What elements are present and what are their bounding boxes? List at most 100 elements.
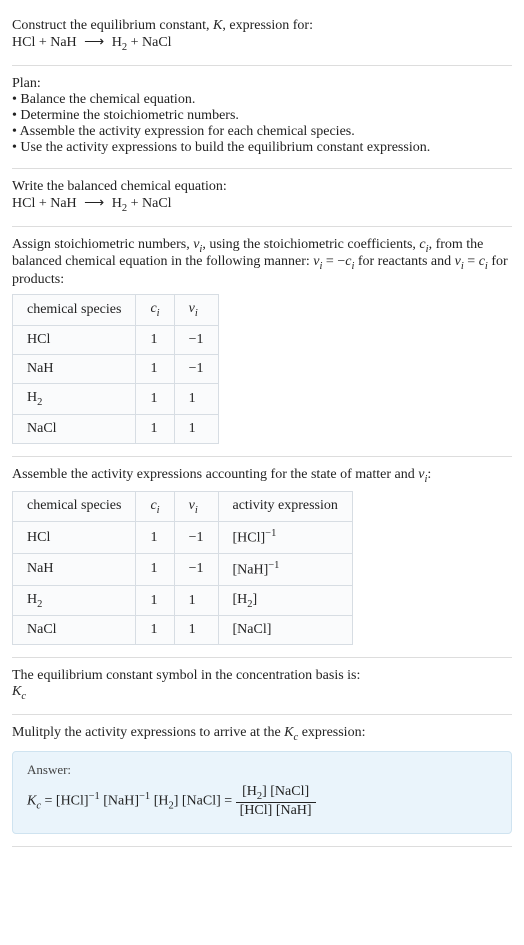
cell-c: 1 [136,616,174,645]
cell-h2: H [27,592,37,607]
cell-v: −1 [174,554,218,586]
stoich-table: chemical species ci νi HCl 1 −1 NaH 1 −1… [12,294,219,444]
balanced-title: Write the balanced chemical equation: [12,179,512,195]
st-p1b: , using the stoichiometric coefficients, [202,237,419,252]
table-row: HCl 1 −1 [13,325,219,354]
num-a: [H [242,784,257,799]
ans-m2: [H [150,794,168,809]
table-row: NaH 1 −1 [NaH]−1 [13,554,353,586]
cell-c: 1 [136,325,174,354]
cell-v: 1 [174,383,218,414]
activity-section: Assemble the activity expressions accoun… [12,457,512,659]
col-nui: νi [174,491,218,522]
answer-section: Mulitply the activity expressions to arr… [12,715,512,847]
col-ci: ci [136,295,174,326]
cell-species: HCl [13,325,136,354]
question-equation: HCl + NaH ⟶ H2 + NaCl [12,34,512,53]
activity-paragraph: Assemble the activity expressions accoun… [12,467,512,485]
frac-den: [HCl] [NaH] [236,803,316,819]
col-nui: νi [174,295,218,326]
table-row: NaH 1 −1 [13,354,219,383]
kc-K: K [12,684,21,699]
act-sup: −1 [265,528,276,539]
ci-sub: i [157,504,160,515]
act-p1a: Assemble the activity expressions accoun… [12,467,418,482]
st-p1a: Assign stoichiometric numbers, [12,237,193,252]
table-header-row: chemical species ci νi activity expressi… [13,491,353,522]
cell-species: NaCl [13,414,136,443]
plan-item-2: • Determine the stoichiometric numbers. [12,108,512,124]
cell-species: H2 [13,383,136,414]
ans-eq: = [HCl] [41,794,89,809]
mul-b: expression: [298,725,365,740]
act-close: ] [253,592,258,607]
q-line1: Construct the equilibrium constant, [12,18,213,33]
table-header-row: chemical species ci νi [13,295,219,326]
table-row: H2 1 1 [H2] [13,585,353,616]
kc-sub: c [21,691,26,702]
cell-species: HCl [13,522,136,554]
kc-line: The equilibrium constant symbol in the c… [12,668,512,684]
reaction-arrow-icon: ⟶ [80,34,108,51]
answer-box: Answer: Kc = [HCl]−1 [NaH]−1 [H2] [NaCl]… [12,751,512,834]
table-row: NaCl 1 1 [NaCl] [13,616,353,645]
q-eq-h2: H [112,35,122,50]
nui-sub: i [195,308,198,319]
col-ci: ci [136,491,174,522]
num-b: ] [NaCl] [262,784,309,799]
q-eq-rest: + NaCl [127,35,171,50]
col-activity: activity expression [218,491,352,522]
q-K: K [213,18,222,33]
mul-a: Mulitply the activity expressions to arr… [12,725,284,740]
cell-c: 1 [136,554,174,586]
cell-c: 1 [136,585,174,616]
kc-symbol-section: The equilibrium constant symbol in the c… [12,658,512,715]
cell-c: 1 [136,383,174,414]
cell-v: −1 [174,325,218,354]
cell-species: NaH [13,554,136,586]
mul-K: K [284,725,293,740]
plan-section: Plan: • Balance the chemical equation. •… [12,66,512,169]
cell-species: NaH [13,354,136,383]
ans-sup1: −1 [89,791,100,802]
activity-table: chemical species ci νi activity expressi… [12,491,353,646]
table-row: H2 1 1 [13,383,219,414]
q-eq-lhs: HCl + NaH [12,35,77,50]
st-eq1-eq: = − [322,254,345,269]
cell-v: −1 [174,354,218,383]
cell-h2-sub: 2 [37,397,42,408]
reaction-arrow-icon: ⟶ [80,195,108,212]
ci-sub: i [157,308,160,319]
kc-symbol: Kc [12,684,512,702]
answer-fraction: [H2] [NaCl][HCl] [NaH] [236,784,316,819]
ans-m3: ] [NaCl] = [174,794,236,809]
stoich-paragraph: Assign stoichiometric numbers, νi, using… [12,237,512,289]
act-base: [H [233,592,248,607]
balanced-equation: HCl + NaH ⟶ H2 + NaCl [12,195,512,214]
answer-label: Answer: [27,762,497,778]
cell-h2-sub: 2 [37,598,42,609]
plan-item-3: • Assemble the activity expression for e… [12,124,512,140]
cell-species: NaCl [13,616,136,645]
cell-v: −1 [174,522,218,554]
plan-item-4: • Use the activity expressions to build … [12,140,512,156]
frac-num: [H2] [NaCl] [236,784,316,803]
st-p1d: for reactants and [354,254,454,269]
cell-activity: [HCl]−1 [218,522,352,554]
cell-h2: H [27,390,37,405]
answer-expression: Kc = [HCl]−1 [NaH]−1 [H2] [NaCl] = [H2] … [27,784,497,819]
table-row: NaCl 1 1 [13,414,219,443]
cell-v: 1 [174,414,218,443]
q-line1b: , expression for: [222,18,313,33]
question-text: Construct the equilibrium constant, K, e… [12,18,512,34]
bal-lhs: HCl + NaH [12,196,77,211]
cell-v: 1 [174,585,218,616]
cell-activity: [NaH]−1 [218,554,352,586]
ans-m1: [NaH] [100,794,139,809]
cell-c: 1 [136,354,174,383]
multiply-line: Mulitply the activity expressions to arr… [12,725,512,743]
cell-activity: [H2] [218,585,352,616]
col-species: chemical species [13,295,136,326]
nui-sub: i [195,504,198,515]
plan-item-1: • Balance the chemical equation. [12,92,512,108]
